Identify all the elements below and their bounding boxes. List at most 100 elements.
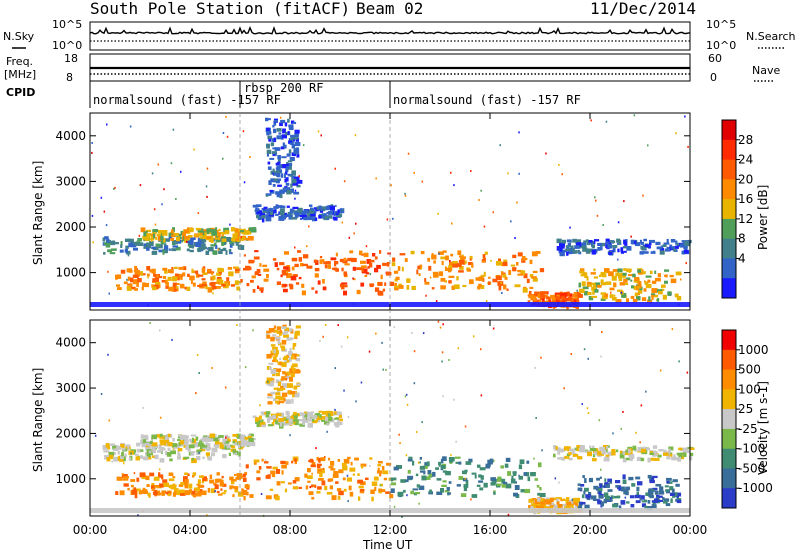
heatmap-speck (171, 338, 173, 341)
heatmap-speck (243, 181, 246, 184)
heatmap-speck (605, 120, 608, 123)
heatmap-cell (567, 250, 572, 255)
heatmap-cell (290, 210, 297, 213)
heatmap-cell (617, 248, 620, 253)
heatmap-cell (292, 181, 299, 186)
heatmap-cell (211, 452, 216, 457)
heatmap-cell (622, 272, 627, 276)
heatmap-cell (234, 280, 239, 286)
heatmap-cell (561, 239, 566, 244)
heatmap-speck (322, 467, 325, 470)
heatmap-cell (118, 445, 121, 451)
heatmap-cell (215, 443, 219, 449)
heatmap-cell (123, 281, 128, 285)
heatmap-cell (650, 251, 656, 254)
heatmap-speck (341, 221, 344, 224)
heatmap-cell (190, 453, 195, 456)
heatmap-cell (308, 459, 314, 463)
heatmap-cell (188, 489, 193, 494)
heatmap-cell (517, 273, 523, 276)
heatmap-cell (225, 250, 228, 255)
heatmap-cell (221, 284, 226, 287)
heatmap-cell (201, 237, 207, 243)
heatmap-cell (283, 417, 286, 420)
heatmap-cell (584, 504, 590, 509)
heatmap-cell (341, 462, 347, 466)
heatmap-cell (501, 484, 506, 488)
heatmap-cell (618, 505, 622, 510)
heatmap-cell (159, 433, 163, 437)
heatmap-cell (192, 282, 196, 287)
heatmap-cell (289, 368, 294, 374)
heatmap-cell (231, 243, 235, 246)
heatmap-cell (320, 457, 326, 462)
heatmap-cell (395, 285, 400, 288)
heatmap-speck (324, 456, 326, 458)
heatmap-cell (332, 211, 335, 216)
heatmap-cell (217, 273, 221, 277)
heatmap-cell (127, 445, 130, 451)
heatmap-cell (266, 274, 269, 278)
heatmap-cell (322, 279, 325, 284)
heatmap-cell (177, 448, 183, 452)
heatmap-cell (522, 256, 526, 261)
heatmap-cell (276, 170, 281, 174)
heatmap-cell (220, 249, 224, 252)
heatmap-cell (382, 288, 386, 292)
heatmap-cell (140, 271, 143, 276)
heatmap-speck (382, 368, 384, 371)
heatmap-cell (253, 462, 257, 465)
heatmap-cell (271, 422, 275, 426)
heatmap-cell (406, 285, 410, 290)
heatmap-cell (675, 245, 679, 249)
heatmap-cell (529, 274, 534, 278)
heatmap-cell (507, 471, 512, 476)
heatmap-cell (307, 480, 311, 483)
noise-tick-bottom-right: 10^0 (706, 39, 736, 52)
heatmap-cell (292, 367, 296, 372)
heatmap-cell (123, 476, 129, 479)
heatmap-cell (279, 400, 285, 404)
heatmap-cell (152, 492, 158, 495)
heatmap-cell (247, 435, 253, 440)
heatmap-cell (152, 229, 158, 233)
heatmap-cell (514, 284, 521, 288)
heatmap-speck (225, 436, 227, 439)
heatmap-cell (298, 257, 302, 262)
heatmap-speck (399, 442, 401, 445)
heatmap-cell (288, 149, 292, 154)
heatmap-cell (272, 466, 278, 470)
heatmap-speck (186, 240, 188, 243)
heatmap-cell (315, 217, 318, 221)
heatmap-cell (274, 413, 279, 418)
heatmap-cell (218, 250, 223, 254)
colorbar-segment (722, 159, 736, 180)
heatmap-cell (131, 489, 137, 495)
heatmap-cell (281, 346, 286, 351)
heatmap-cell (645, 275, 652, 278)
heatmap-cell (593, 239, 600, 242)
heatmap-cell (287, 375, 291, 379)
heatmap-cell (230, 479, 237, 482)
heatmap-cell (105, 242, 111, 248)
heatmap-cell (291, 217, 298, 220)
heatmap-cell (453, 284, 460, 289)
heatmap-cell (584, 290, 588, 296)
heatmap-cell (459, 266, 464, 270)
heatmap-cell (244, 471, 248, 476)
heatmap-cell (328, 211, 333, 215)
heatmap-cell (316, 463, 321, 469)
heatmap-cell (556, 500, 560, 505)
heatmap-cell (111, 240, 116, 245)
heatmap-cell (352, 266, 357, 271)
heatmap-cell (199, 440, 202, 444)
heatmap-cell (566, 501, 572, 506)
heatmap-cell (277, 413, 282, 417)
noise-tick-top-right: 10^5 (706, 18, 736, 31)
heatmap-cell (649, 475, 653, 481)
heatmap-cell (294, 215, 299, 218)
heatmap-speck (413, 350, 416, 353)
heatmap-cell (635, 476, 641, 480)
heatmap-cell (238, 236, 245, 241)
heatmap-cell (662, 244, 667, 247)
